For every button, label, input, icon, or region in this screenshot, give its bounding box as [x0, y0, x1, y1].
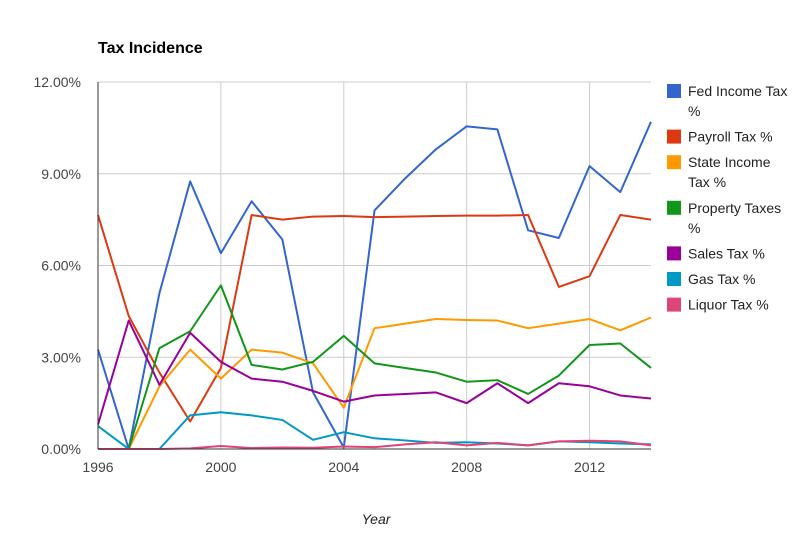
legend-swatch: [667, 155, 681, 170]
y-tick-label: 12.00%: [34, 74, 81, 90]
x-axis-ticks: 1996 2000 2004 2008 2012: [82, 459, 605, 475]
x-tick-label: 2004: [328, 459, 359, 475]
legend-item-6[interactable]: Gas Tax %: [667, 271, 755, 287]
legend-label: Fed Income Tax%: [688, 83, 787, 119]
legend-swatch: [667, 200, 681, 215]
legend-swatch: [667, 129, 681, 144]
legend-item-1[interactable]: Fed Income Tax%: [667, 83, 787, 119]
series-line-4[interactable]: [98, 284, 652, 450]
series-line-1[interactable]: [97, 121, 652, 450]
legend-label: Liquor Tax %: [688, 297, 769, 313]
legend-item-2[interactable]: Payroll Tax %: [667, 129, 773, 145]
series-line-5[interactable]: [97, 319, 652, 425]
legend-label: Property Taxes%: [688, 200, 781, 236]
legend-item-7[interactable]: Liquor Tax %: [667, 297, 769, 313]
gridlines: [97, 81, 651, 450]
legend-swatch: [667, 246, 681, 261]
x-tick-label: 1996: [82, 459, 113, 475]
x-axis-title: Year: [362, 511, 392, 527]
legend-label: Sales Tax %: [688, 245, 765, 261]
legend-label: State Income Tax %: [688, 154, 771, 190]
series-line-3[interactable]: [98, 316, 652, 450]
x-tick-label: 2000: [205, 459, 236, 475]
series-line-6[interactable]: [97, 411, 652, 450]
legend-swatch: [667, 297, 681, 312]
legend-swatch: [667, 84, 681, 98]
y-tick-label: 3.00%: [41, 349, 81, 365]
legend-label: Gas Tax %: [688, 271, 755, 287]
y-tick-label: 6.00%: [41, 258, 81, 274]
y-tick-label: 0.00%: [41, 441, 81, 457]
y-axis-ticks: 0.00% 3.00% 6.00% 9.00% 12.00%: [34, 74, 81, 457]
legend-swatch: [667, 272, 681, 286]
legend-item-4[interactable]: Property Taxes%: [667, 200, 781, 236]
legend-label: Payroll Tax %: [688, 129, 773, 145]
legend-item-3[interactable]: State Income Tax %: [667, 154, 771, 190]
legend-item-5[interactable]: Sales Tax %: [667, 245, 765, 261]
chart-title: Tax Incidence: [98, 40, 203, 57]
series-lines: [97, 121, 652, 450]
y-tick-label: 9.00%: [41, 166, 81, 182]
x-tick-label: 2008: [451, 459, 482, 475]
x-tick-label: 2012: [574, 459, 605, 475]
series-line-7[interactable]: [98, 439, 652, 450]
legend[interactable]: Fed Income Tax % Payroll Tax % State Income…: [667, 83, 787, 313]
series-line-2[interactable]: [97, 214, 652, 423]
